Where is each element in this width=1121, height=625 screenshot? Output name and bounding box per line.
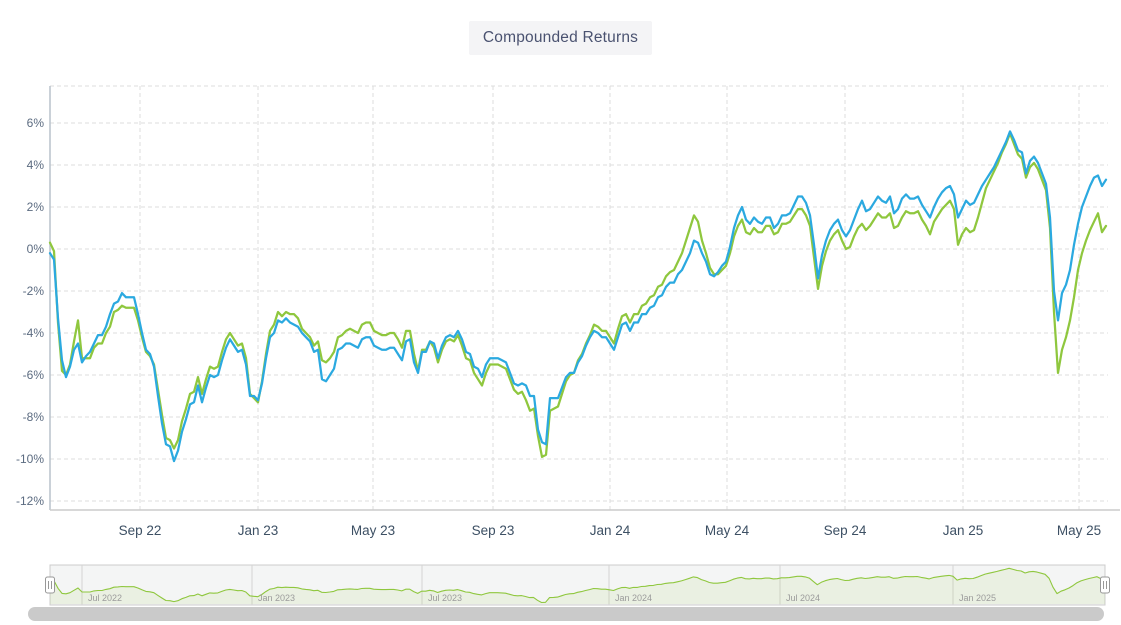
navigator-handle-right[interactable] xyxy=(1100,576,1110,594)
scrollbar-thumb[interactable] xyxy=(28,607,1104,621)
series-line-green-series[interactable] xyxy=(48,132,1108,459)
navigator-area[interactable] xyxy=(49,564,1106,606)
navigator-series-area xyxy=(50,568,1105,604)
navigator-handle-left[interactable] xyxy=(45,576,55,594)
chart-title: Compounded Returns xyxy=(468,21,653,55)
chart-title-wrap: Compounded Returns xyxy=(0,21,1121,55)
series-line-blue-series[interactable] xyxy=(48,130,1108,463)
plot-area[interactable] xyxy=(50,86,1108,510)
navigator-series-line xyxy=(49,567,1106,604)
